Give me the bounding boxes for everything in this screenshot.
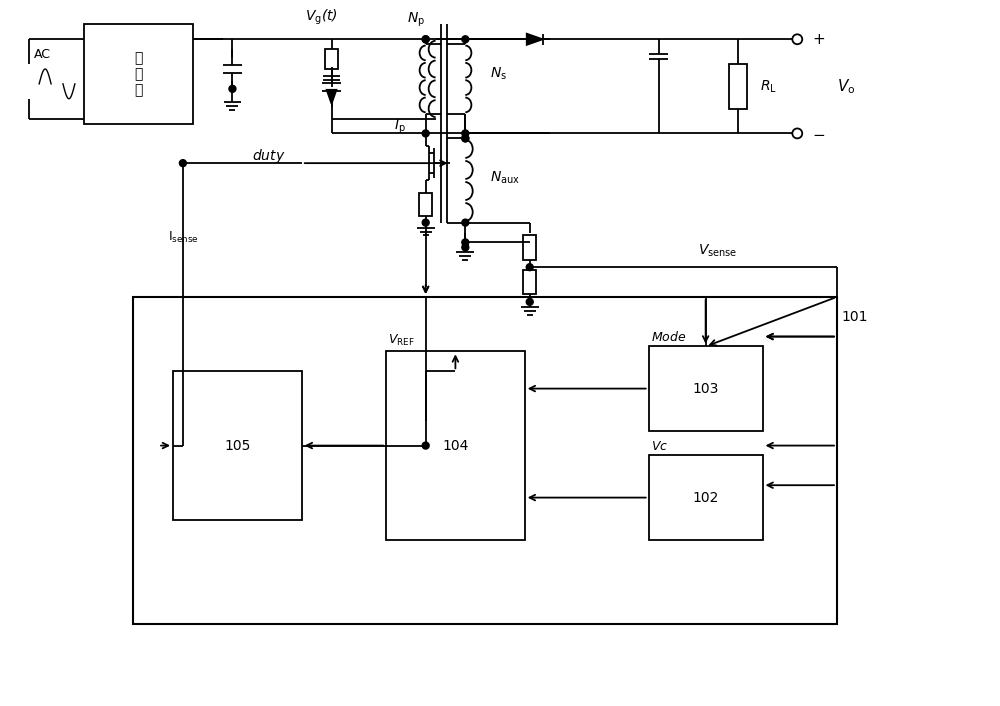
Text: 整
流
桥: 整 流 桥 [134,51,142,97]
Bar [386,352,525,539]
Circle shape [229,85,236,92]
Text: $I_{\mathrm{p}}$: $I_{\mathrm{p}}$ [394,117,406,136]
Text: $duty$: $duty$ [252,148,286,165]
Text: I$_{\mathrm{sense}}$: I$_{\mathrm{sense}}$ [168,230,199,245]
Circle shape [462,36,469,43]
Text: $N_{\mathrm{aux}}$: $N_{\mathrm{aux}}$ [490,170,520,186]
Text: $V_{\mathrm{sense}}$: $V_{\mathrm{sense}}$ [698,243,738,259]
Circle shape [792,35,802,44]
Circle shape [462,239,469,246]
Circle shape [422,442,429,449]
Text: 105: 105 [224,438,251,453]
Text: $R_{\mathrm{L}}$: $R_{\mathrm{L}}$ [760,78,777,95]
Text: $V_{\mathrm{REF}}$: $V_{\mathrm{REF}}$ [388,333,415,349]
Text: $Vc$: $Vc$ [651,440,668,453]
Text: 101: 101 [842,310,868,324]
Bar [523,235,536,260]
Text: +: + [812,32,825,47]
Circle shape [462,219,469,226]
Text: AC: AC [34,47,51,61]
Text: $V_{\mathrm{g}}$(t): $V_{\mathrm{g}}$(t) [305,8,338,28]
Polygon shape [327,90,336,104]
Circle shape [422,36,429,43]
Circle shape [462,135,469,142]
Text: $V_{\mathrm{o}}$: $V_{\mathrm{o}}$ [837,77,855,96]
Circle shape [462,130,469,137]
Text: 103: 103 [692,381,719,395]
Circle shape [422,130,429,137]
Circle shape [526,299,533,306]
Bar [84,25,193,124]
Circle shape [179,160,186,167]
Circle shape [526,264,533,270]
Bar [325,49,338,69]
Bar [649,455,763,539]
Circle shape [792,128,802,138]
Text: 102: 102 [692,491,719,505]
Polygon shape [527,34,543,44]
Bar [173,371,302,520]
Bar [649,347,763,431]
Circle shape [462,244,469,251]
Bar [419,193,432,216]
Bar [729,64,747,109]
Circle shape [462,135,469,142]
Text: $N_{\mathrm{s}}$: $N_{\mathrm{s}}$ [490,66,507,82]
Bar [523,270,536,294]
Circle shape [422,36,429,43]
Text: $Mode$: $Mode$ [651,330,686,344]
Bar [133,297,837,624]
Text: 104: 104 [442,438,469,453]
Text: $-$: $-$ [812,126,825,141]
Text: $N_{\mathrm{p}}$: $N_{\mathrm{p}}$ [407,11,425,30]
Circle shape [422,219,429,226]
